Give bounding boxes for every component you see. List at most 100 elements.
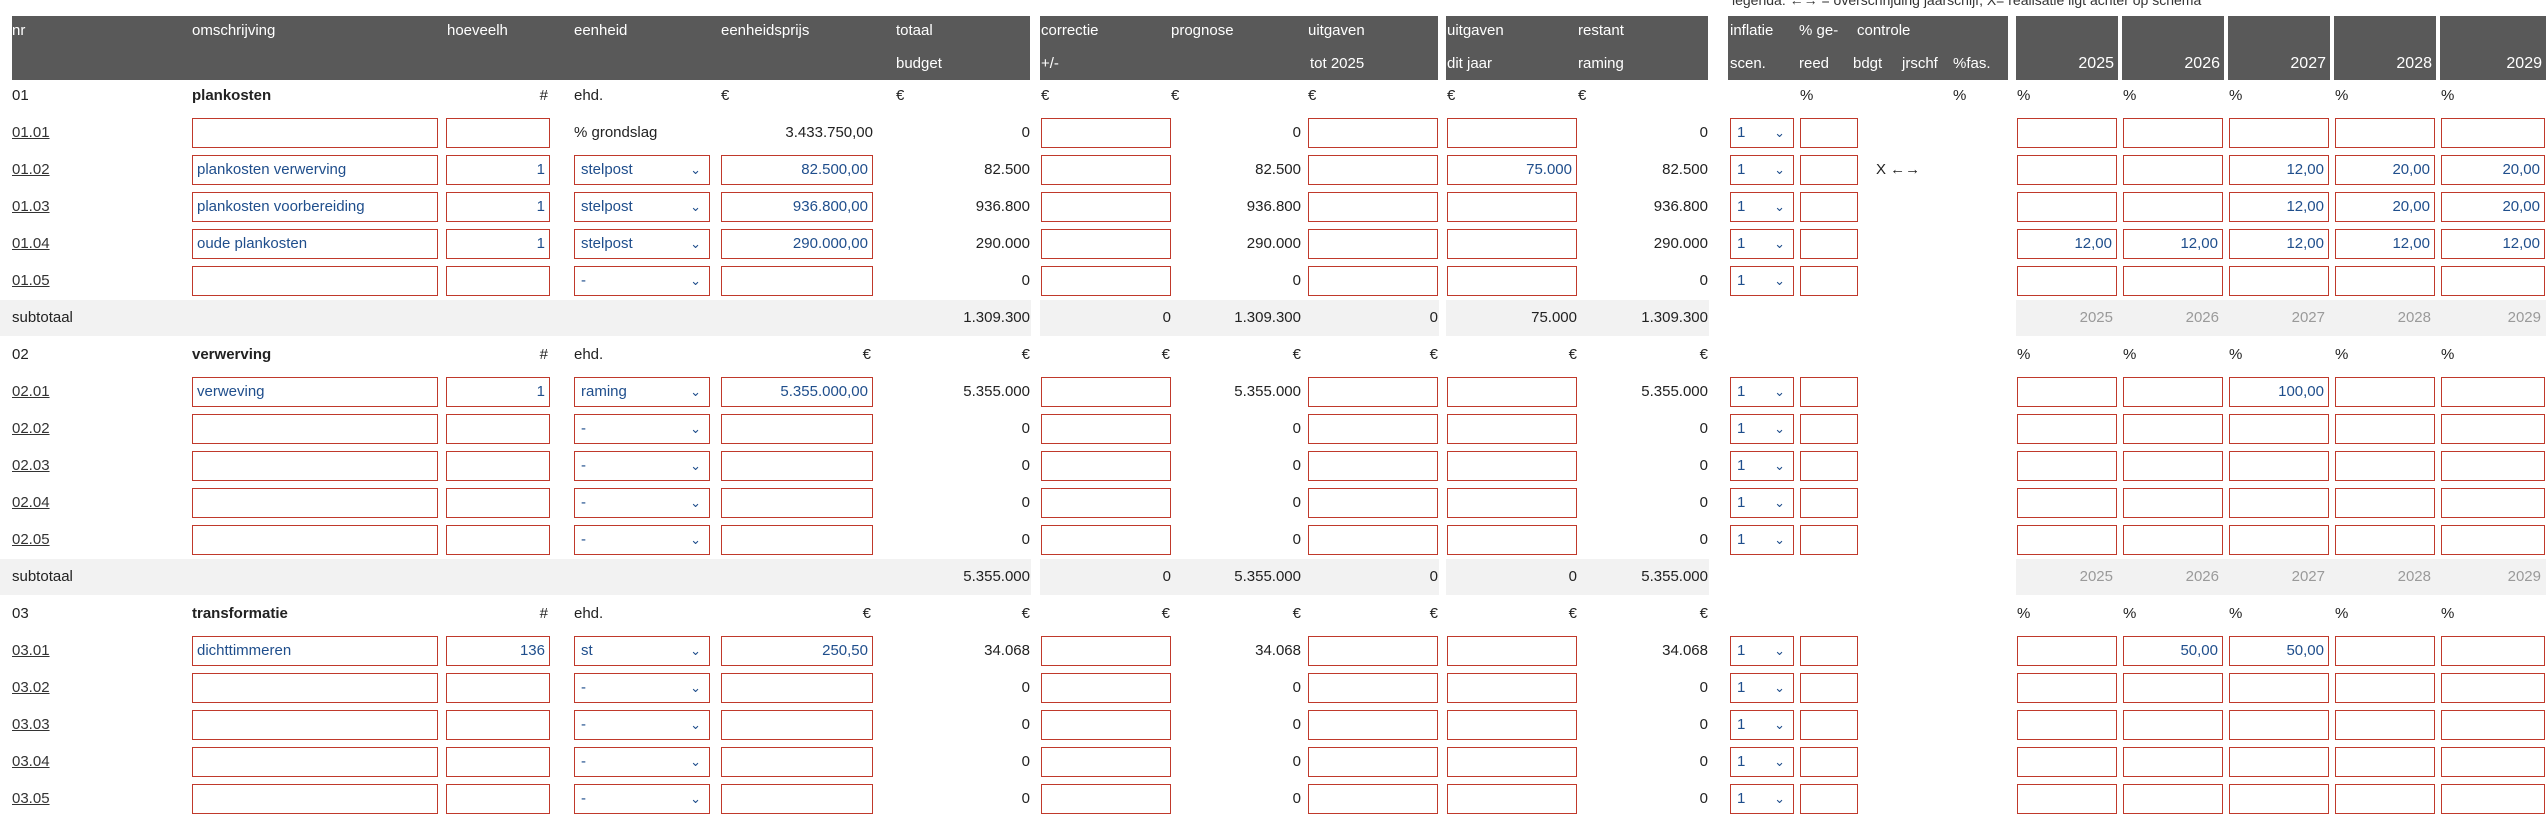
expenses-to-date-input[interactable] xyxy=(1308,155,1438,185)
correction-input[interactable] xyxy=(1041,488,1171,518)
unit-select[interactable]: st ⌄ xyxy=(574,636,710,666)
correction-input[interactable] xyxy=(1041,229,1171,259)
line-number-link[interactable]: 03.01 xyxy=(12,642,50,659)
expenses-to-date-input[interactable] xyxy=(1308,710,1438,740)
percent-complete-input[interactable] xyxy=(1800,192,1858,222)
year-phasing-input[interactable] xyxy=(2017,784,2117,814)
inflation-scenario-select[interactable]: 1 ⌄ xyxy=(1730,377,1794,407)
percent-complete-input[interactable] xyxy=(1800,710,1858,740)
year-phasing-input[interactable] xyxy=(2441,266,2545,296)
quantity-input[interactable]: 1 xyxy=(446,155,550,185)
description-input[interactable] xyxy=(192,784,438,814)
expenses-to-date-input[interactable] xyxy=(1308,377,1438,407)
description-input[interactable]: oude plankosten xyxy=(192,229,438,259)
year-phasing-input[interactable] xyxy=(2123,155,2223,185)
year-phasing-input[interactable] xyxy=(2441,451,2545,481)
inflation-scenario-select[interactable]: 1 ⌄ xyxy=(1730,710,1794,740)
year-phasing-input[interactable]: 12,00 xyxy=(2229,155,2329,185)
percent-complete-input[interactable] xyxy=(1800,229,1858,259)
year-phasing-input[interactable] xyxy=(2123,488,2223,518)
year-phasing-input[interactable] xyxy=(2017,451,2117,481)
description-input[interactable]: verweving xyxy=(192,377,438,407)
unit-select[interactable]: stelpost ⌄ xyxy=(574,192,710,222)
line-number-link[interactable]: 02.04 xyxy=(12,494,50,511)
expenses-this-year-input[interactable] xyxy=(1447,229,1577,259)
line-number-link[interactable]: 02.02 xyxy=(12,420,50,437)
expenses-to-date-input[interactable] xyxy=(1308,414,1438,444)
year-phasing-input[interactable] xyxy=(2335,710,2435,740)
line-number-link[interactable]: 01.01 xyxy=(12,124,50,141)
expenses-to-date-input[interactable] xyxy=(1308,747,1438,777)
correction-input[interactable] xyxy=(1041,266,1171,296)
expenses-this-year-input[interactable] xyxy=(1447,488,1577,518)
year-phasing-input[interactable] xyxy=(2335,488,2435,518)
year-phasing-input[interactable]: 12,00 xyxy=(2017,229,2117,259)
inflation-scenario-select[interactable]: 1 ⌄ xyxy=(1730,488,1794,518)
quantity-input[interactable]: 136 xyxy=(446,636,550,666)
inflation-scenario-select[interactable]: 1 ⌄ xyxy=(1730,414,1794,444)
quantity-input[interactable] xyxy=(446,710,550,740)
unit-price-input[interactable]: 82.500,00 xyxy=(721,155,873,185)
description-input[interactable]: dichttimmeren xyxy=(192,636,438,666)
inflation-scenario-select[interactable]: 1 ⌄ xyxy=(1730,118,1794,148)
correction-input[interactable] xyxy=(1041,155,1171,185)
year-phasing-input[interactable] xyxy=(2441,525,2545,555)
year-phasing-input[interactable] xyxy=(2229,710,2329,740)
percent-complete-input[interactable] xyxy=(1800,414,1858,444)
unit-price-input[interactable] xyxy=(721,747,873,777)
percent-complete-input[interactable] xyxy=(1800,747,1858,777)
year-phasing-input[interactable] xyxy=(2335,118,2435,148)
quantity-input[interactable] xyxy=(446,488,550,518)
correction-input[interactable] xyxy=(1041,636,1171,666)
year-phasing-input[interactable] xyxy=(2123,747,2223,777)
year-phasing-input[interactable] xyxy=(2017,525,2117,555)
unit-select[interactable]: - ⌄ xyxy=(574,673,710,703)
line-number-link[interactable]: 02.05 xyxy=(12,531,50,548)
expenses-this-year-input[interactable] xyxy=(1447,118,1577,148)
year-phasing-input[interactable] xyxy=(2335,636,2435,666)
expenses-to-date-input[interactable] xyxy=(1308,784,1438,814)
quantity-input[interactable]: 1 xyxy=(446,229,550,259)
expenses-this-year-input[interactable] xyxy=(1447,192,1577,222)
correction-input[interactable] xyxy=(1041,118,1171,148)
expenses-to-date-input[interactable] xyxy=(1308,229,1438,259)
description-input[interactable] xyxy=(192,414,438,444)
percent-complete-input[interactable] xyxy=(1800,118,1858,148)
year-phasing-input[interactable] xyxy=(2441,118,2545,148)
year-phasing-input[interactable] xyxy=(2229,118,2329,148)
unit-price-input[interactable] xyxy=(721,673,873,703)
unit-select[interactable]: stelpost ⌄ xyxy=(574,155,710,185)
year-phasing-input[interactable] xyxy=(2017,414,2117,444)
year-phasing-input[interactable] xyxy=(2123,673,2223,703)
line-number-link[interactable]: 01.04 xyxy=(12,235,50,252)
year-phasing-input[interactable]: 12,00 xyxy=(2229,229,2329,259)
quantity-input[interactable]: 1 xyxy=(446,377,550,407)
year-phasing-input[interactable] xyxy=(2229,414,2329,444)
quantity-input[interactable] xyxy=(446,525,550,555)
unit-select[interactable]: raming ⌄ xyxy=(574,377,710,407)
unit-price-input[interactable] xyxy=(721,266,873,296)
year-phasing-input[interactable] xyxy=(2123,266,2223,296)
expenses-this-year-input[interactable] xyxy=(1447,525,1577,555)
year-phasing-input[interactable] xyxy=(2123,525,2223,555)
unit-select[interactable]: - ⌄ xyxy=(574,451,710,481)
expenses-to-date-input[interactable] xyxy=(1308,192,1438,222)
year-phasing-input[interactable] xyxy=(2123,710,2223,740)
expenses-this-year-input[interactable] xyxy=(1447,636,1577,666)
inflation-scenario-select[interactable]: 1 ⌄ xyxy=(1730,784,1794,814)
description-input[interactable] xyxy=(192,488,438,518)
unit-select[interactable]: stelpost ⌄ xyxy=(574,229,710,259)
unit-select[interactable]: - ⌄ xyxy=(574,784,710,814)
year-phasing-input[interactable] xyxy=(2441,636,2545,666)
correction-input[interactable] xyxy=(1041,747,1171,777)
expenses-this-year-input[interactable] xyxy=(1447,710,1577,740)
year-phasing-input[interactable] xyxy=(2123,414,2223,444)
quantity-input[interactable] xyxy=(446,673,550,703)
unit-select[interactable]: - ⌄ xyxy=(574,710,710,740)
expenses-this-year-input[interactable] xyxy=(1447,784,1577,814)
year-phasing-input[interactable] xyxy=(2441,784,2545,814)
unit-price-input[interactable] xyxy=(721,525,873,555)
unit-price-input[interactable] xyxy=(721,414,873,444)
year-phasing-input[interactable] xyxy=(2441,747,2545,777)
year-phasing-input[interactable] xyxy=(2229,451,2329,481)
